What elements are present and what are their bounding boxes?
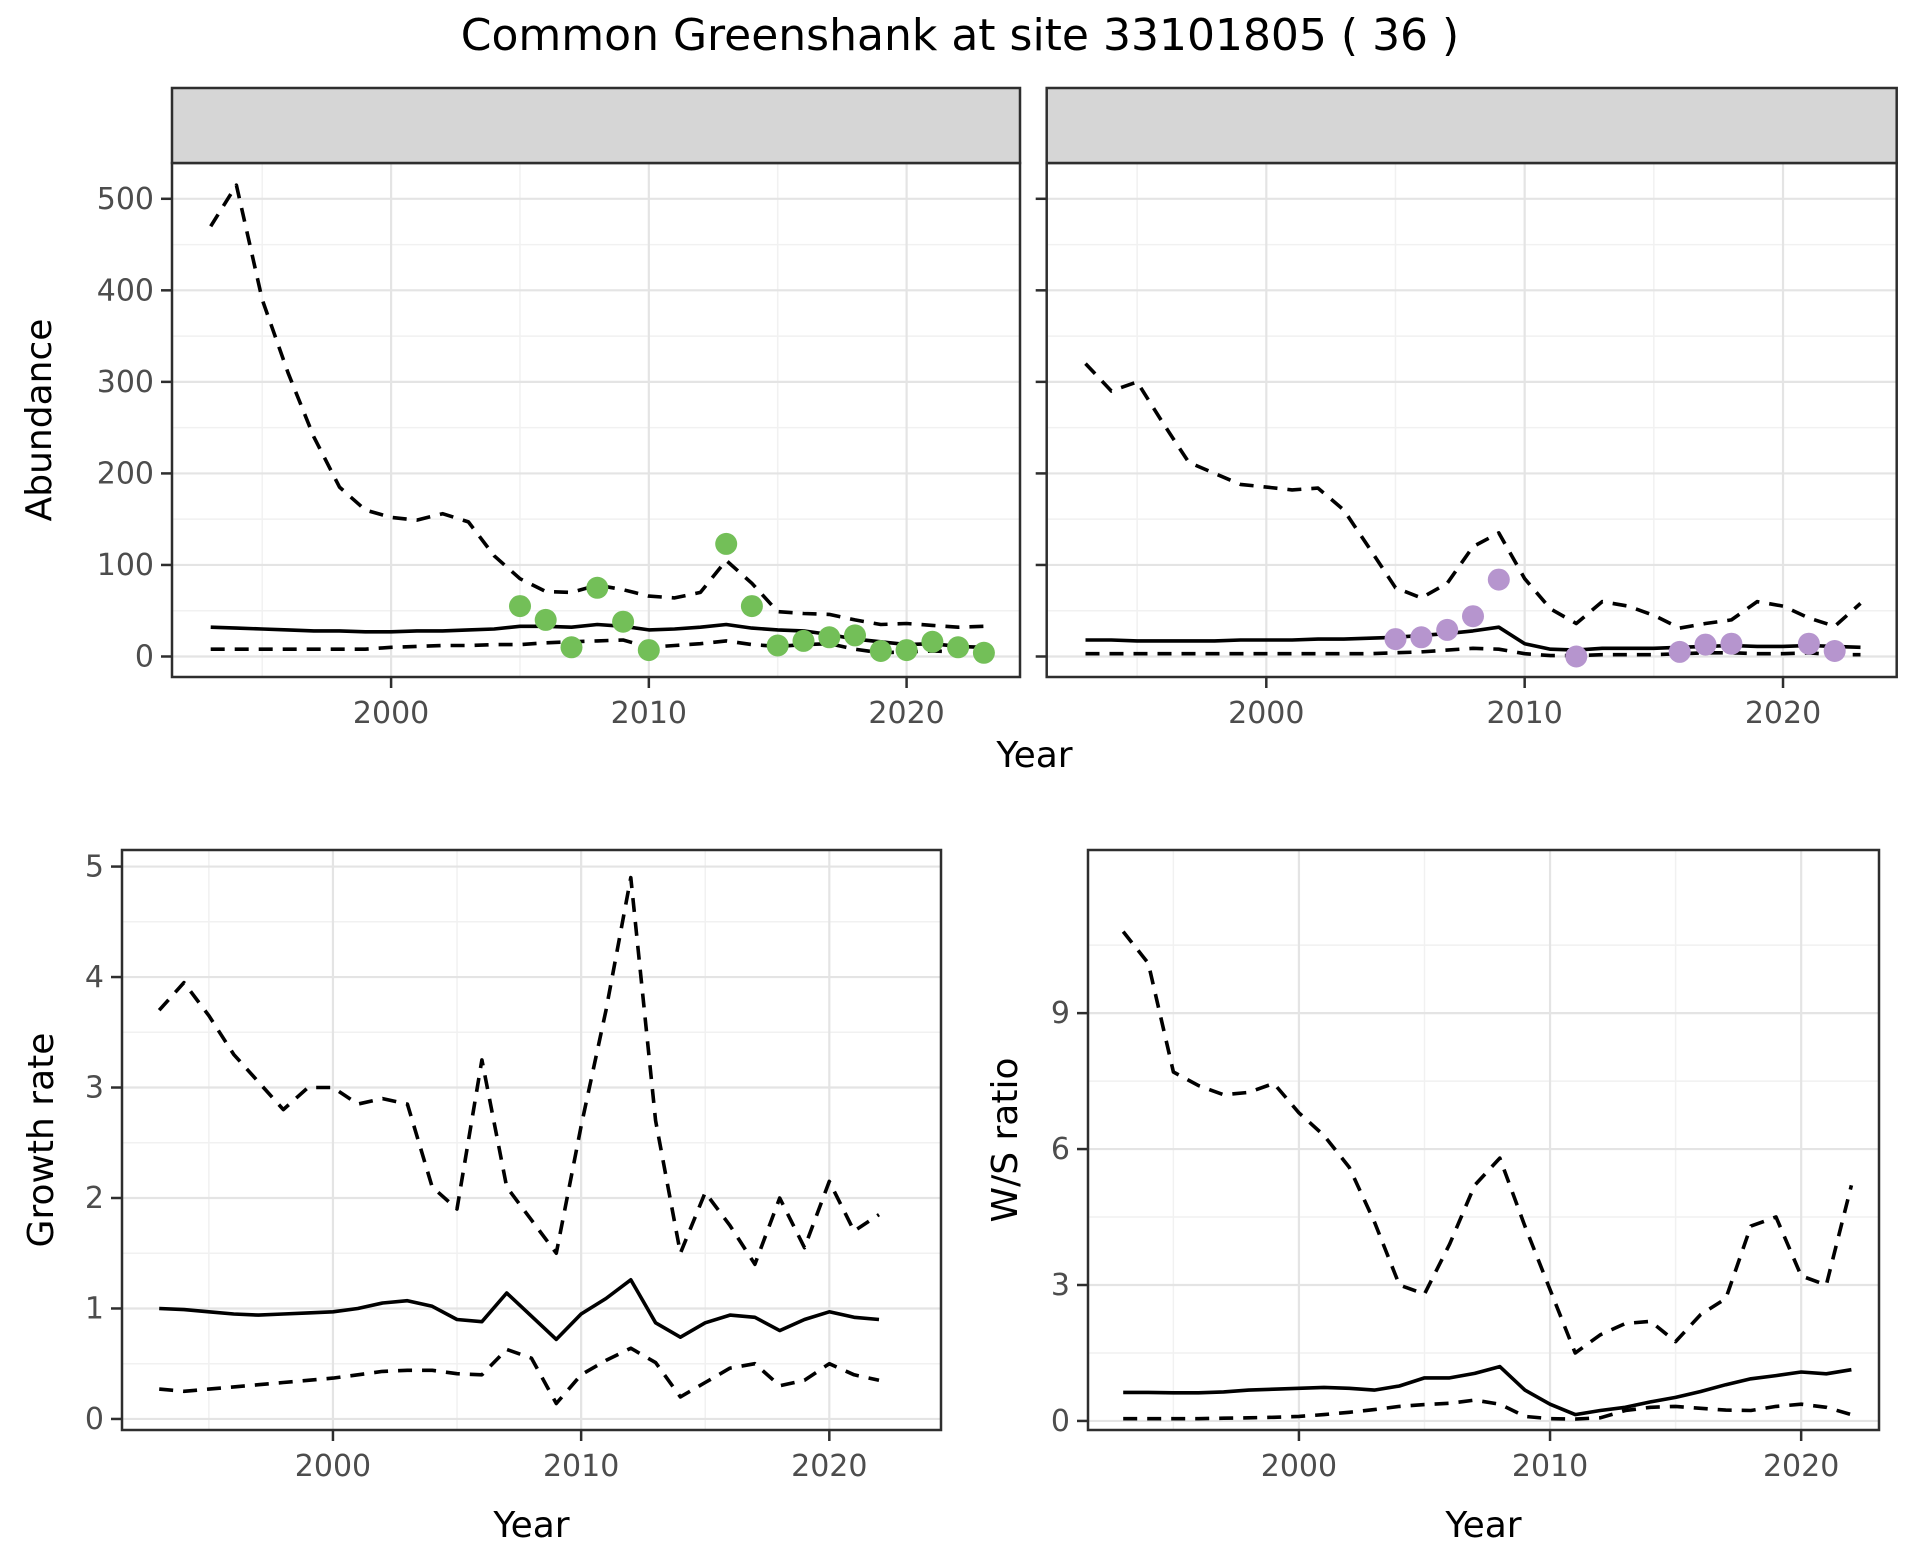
lower-credible-line-ws-ratio	[1123, 1398, 1852, 1421]
median-line-ws-ratio	[1123, 1364, 1852, 1417]
upper-credible-line-ws-ratio	[1121, 930, 1854, 1355]
observed-point-abundance-summer	[792, 629, 815, 652]
observed-point-abundance-summer	[972, 641, 995, 664]
x-tick-label: 2010	[1512, 1449, 1588, 1484]
x-tick-label: 2020	[791, 1449, 867, 1484]
y-tick-label: 9	[1051, 996, 1070, 1031]
observed-point-abundance-summer	[895, 639, 918, 662]
y-tick-label: 2	[85, 1181, 104, 1216]
observed-point-abundance-summer	[869, 640, 892, 662]
lower-credible-line-abundance-winter	[1085, 646, 1861, 658]
panel-growth-rate: 2000 2010 2020 0 1 2 3 4 5	[85, 848, 943, 1484]
upper-credible-line-abundance-summer	[209, 183, 984, 630]
facet-strip-abundance-summer	[170, 86, 1022, 165]
y-tick-label: 0	[85, 1402, 104, 1437]
x-tick-label: 2000	[1228, 696, 1304, 731]
panel-background-abundance-summer	[172, 163, 1020, 677]
observed-point-abundance-winter	[1487, 568, 1510, 591]
observed-point-abundance-summer	[612, 610, 635, 633]
x-tick-label: 2020	[868, 696, 944, 731]
y-tick-label: 300	[97, 365, 154, 400]
observed-point-abundance-winter	[1462, 605, 1484, 628]
x-tick-label: 2000	[295, 1449, 371, 1484]
y-tick-label: 400	[97, 273, 154, 308]
y-tick-label: 4	[85, 960, 104, 995]
y-tick-label: 500	[97, 182, 154, 217]
observed-point-abundance-winter	[1797, 632, 1820, 655]
observed-point-abundance-winter	[1565, 645, 1588, 668]
panel-abundance-winter: 2000 2010 2020	[1035, 86, 1898, 731]
y-tick-label: 1	[85, 1291, 104, 1326]
observed-point-abundance-winter	[1436, 618, 1459, 641]
lower-credible-line-abundance-summer	[210, 638, 984, 655]
panel-border-growth-rate	[120, 848, 943, 1432]
observed-point-abundance-summer	[766, 634, 789, 657]
growth-year-axis-title: Year	[493, 1505, 570, 1546]
observed-point-abundance-summer	[947, 636, 970, 659]
top-year-axis-title: Year	[996, 735, 1073, 776]
panel-background-growth-rate	[122, 850, 941, 1430]
observed-point-abundance-winter	[1720, 632, 1743, 655]
panel-abundance-summer: 2000 2010 2020 0 100 200 300 400 500	[97, 86, 1022, 731]
x-tick-label: 2010	[611, 696, 687, 731]
y-tick-label: 200	[97, 456, 154, 491]
y-tick-label: 5	[85, 850, 104, 885]
observed-point-abundance-summer	[637, 639, 660, 662]
lower-credible-line-growth-rate	[159, 1346, 880, 1406]
x-tick-label: 2020	[1763, 1449, 1839, 1484]
upper-credible-line-growth-rate	[157, 875, 880, 1267]
observed-point-abundance-winter	[1694, 633, 1717, 656]
x-tick-label: 2010	[543, 1449, 619, 1484]
observed-point-abundance-summer	[844, 624, 866, 647]
observed-point-abundance-summer	[715, 532, 738, 555]
y-tick-label: 6	[1051, 1132, 1070, 1167]
observed-point-abundance-summer	[818, 626, 841, 649]
observed-point-abundance-summer	[509, 595, 531, 618]
observed-point-abundance-summer	[586, 576, 609, 599]
observed-point-abundance-winter	[1668, 640, 1691, 663]
upper-credible-line-abundance-winter	[1084, 362, 1862, 630]
observed-point-abundance-summer	[921, 630, 944, 653]
y-tick-label: 0	[135, 639, 154, 674]
facet-strip-abundance-winter	[1045, 86, 1898, 165]
ws-year-axis-title: Year	[1445, 1505, 1522, 1546]
panel-ws-ratio: 2000 2010 2020 0 3 6 9	[1051, 848, 1881, 1484]
panel-background-abundance-winter	[1046, 163, 1897, 677]
observed-point-abundance-summer	[534, 608, 557, 631]
x-tick-label: 2010	[1486, 696, 1562, 731]
chart-title: Common Greenshank at site 33101805 ( 36 …	[460, 10, 1460, 61]
x-tick-label: 2000	[353, 696, 429, 731]
observed-point-abundance-winter	[1823, 640, 1846, 662]
panel-border-ws-ratio	[1086, 848, 1881, 1432]
observed-point-abundance-summer	[740, 595, 763, 618]
median-line-growth-rate	[159, 1278, 880, 1342]
observed-point-abundance-winter	[1384, 628, 1407, 651]
x-tick-label: 2020	[1745, 696, 1821, 731]
y-tick-label: 3	[85, 1071, 104, 1106]
y-tick-label: 0	[1051, 1404, 1070, 1439]
x-tick-label: 2000	[1261, 1449, 1337, 1484]
observed-point-abundance-winter	[1410, 626, 1433, 649]
observed-point-abundance-summer	[560, 636, 583, 659]
y-tick-label: 3	[1051, 1268, 1070, 1303]
panel-background-ws-ratio	[1088, 850, 1879, 1430]
y-tick-label: 100	[97, 548, 154, 583]
